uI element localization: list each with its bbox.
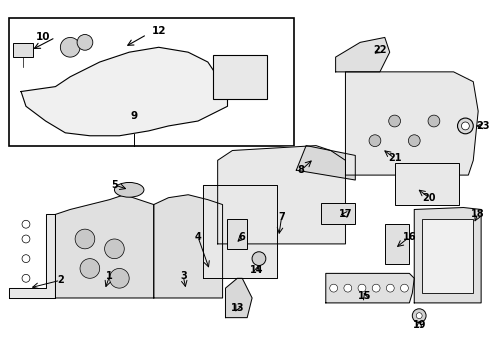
Text: 11: 11 [245,67,259,77]
Polygon shape [336,37,390,72]
Circle shape [75,229,95,249]
Text: 15: 15 [358,291,372,301]
Polygon shape [326,273,414,303]
Bar [213,55,267,99]
Text: 8: 8 [298,165,305,175]
Text: 10: 10 [35,32,50,42]
Text: 21: 21 [388,153,401,163]
Circle shape [408,135,420,147]
Circle shape [372,284,380,292]
Text: 6: 6 [239,232,245,242]
Polygon shape [225,278,252,318]
Text: 7: 7 [278,212,285,222]
Circle shape [386,284,394,292]
Ellipse shape [115,183,144,197]
Circle shape [369,135,381,147]
Polygon shape [55,195,154,298]
Polygon shape [154,195,222,298]
Polygon shape [296,145,355,180]
Circle shape [22,235,30,243]
Text: 22: 22 [373,45,387,55]
Text: 23: 23 [476,121,490,131]
Polygon shape [345,72,478,175]
Circle shape [60,37,80,57]
Text: 20: 20 [422,193,436,203]
Bar [422,219,473,293]
Circle shape [428,115,440,127]
Bar [9,18,294,145]
Polygon shape [414,207,481,303]
Polygon shape [9,215,55,298]
Text: 19: 19 [413,320,426,330]
Text: 16: 16 [403,232,416,242]
Text: 1: 1 [106,271,113,281]
Text: 3: 3 [180,271,187,281]
Circle shape [412,309,426,323]
Circle shape [389,115,400,127]
Bar [13,43,33,57]
Circle shape [416,313,422,319]
Text: 14: 14 [250,265,264,275]
Text: 2: 2 [57,275,64,285]
Text: 13: 13 [231,303,244,313]
Text: 12: 12 [151,26,166,36]
Circle shape [110,269,129,288]
Text: 9: 9 [130,111,138,121]
Text: 17: 17 [339,210,352,219]
Bar [321,203,355,224]
Circle shape [400,284,408,292]
Circle shape [80,258,99,278]
Bar [227,219,247,249]
Circle shape [344,284,352,292]
Polygon shape [203,185,277,278]
Circle shape [22,220,30,228]
Bar [385,224,409,264]
Circle shape [22,255,30,262]
Polygon shape [21,47,227,136]
Circle shape [252,252,266,266]
Polygon shape [218,145,345,244]
Text: 4: 4 [195,232,201,242]
Circle shape [358,284,366,292]
Text: 5: 5 [111,180,118,190]
Circle shape [330,284,338,292]
Circle shape [458,118,473,134]
Circle shape [104,239,124,258]
Circle shape [462,122,469,130]
Circle shape [22,274,30,282]
Text: 18: 18 [471,210,485,219]
Bar [394,163,459,204]
Circle shape [77,35,93,50]
